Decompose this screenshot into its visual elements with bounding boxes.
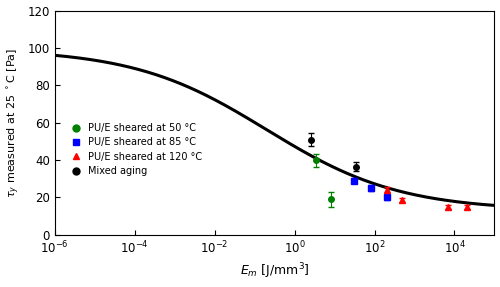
Y-axis label: $\tau_y\ \mathrm{measured\ at\ 25\ ^\circ C\ [Pa]}$: $\tau_y\ \mathrm{measured\ at\ 25\ ^\cir… [6,48,22,198]
Legend: PU/E sheared at 50 °C, PU/E sheared at 85 °C, PU/E sheared at 120 °C, Mixed agin: PU/E sheared at 50 °C, PU/E sheared at 8… [64,121,204,178]
X-axis label: $E_m\ \mathrm{[J/mm^3]}$: $E_m\ \mathrm{[J/mm^3]}$ [240,262,310,282]
